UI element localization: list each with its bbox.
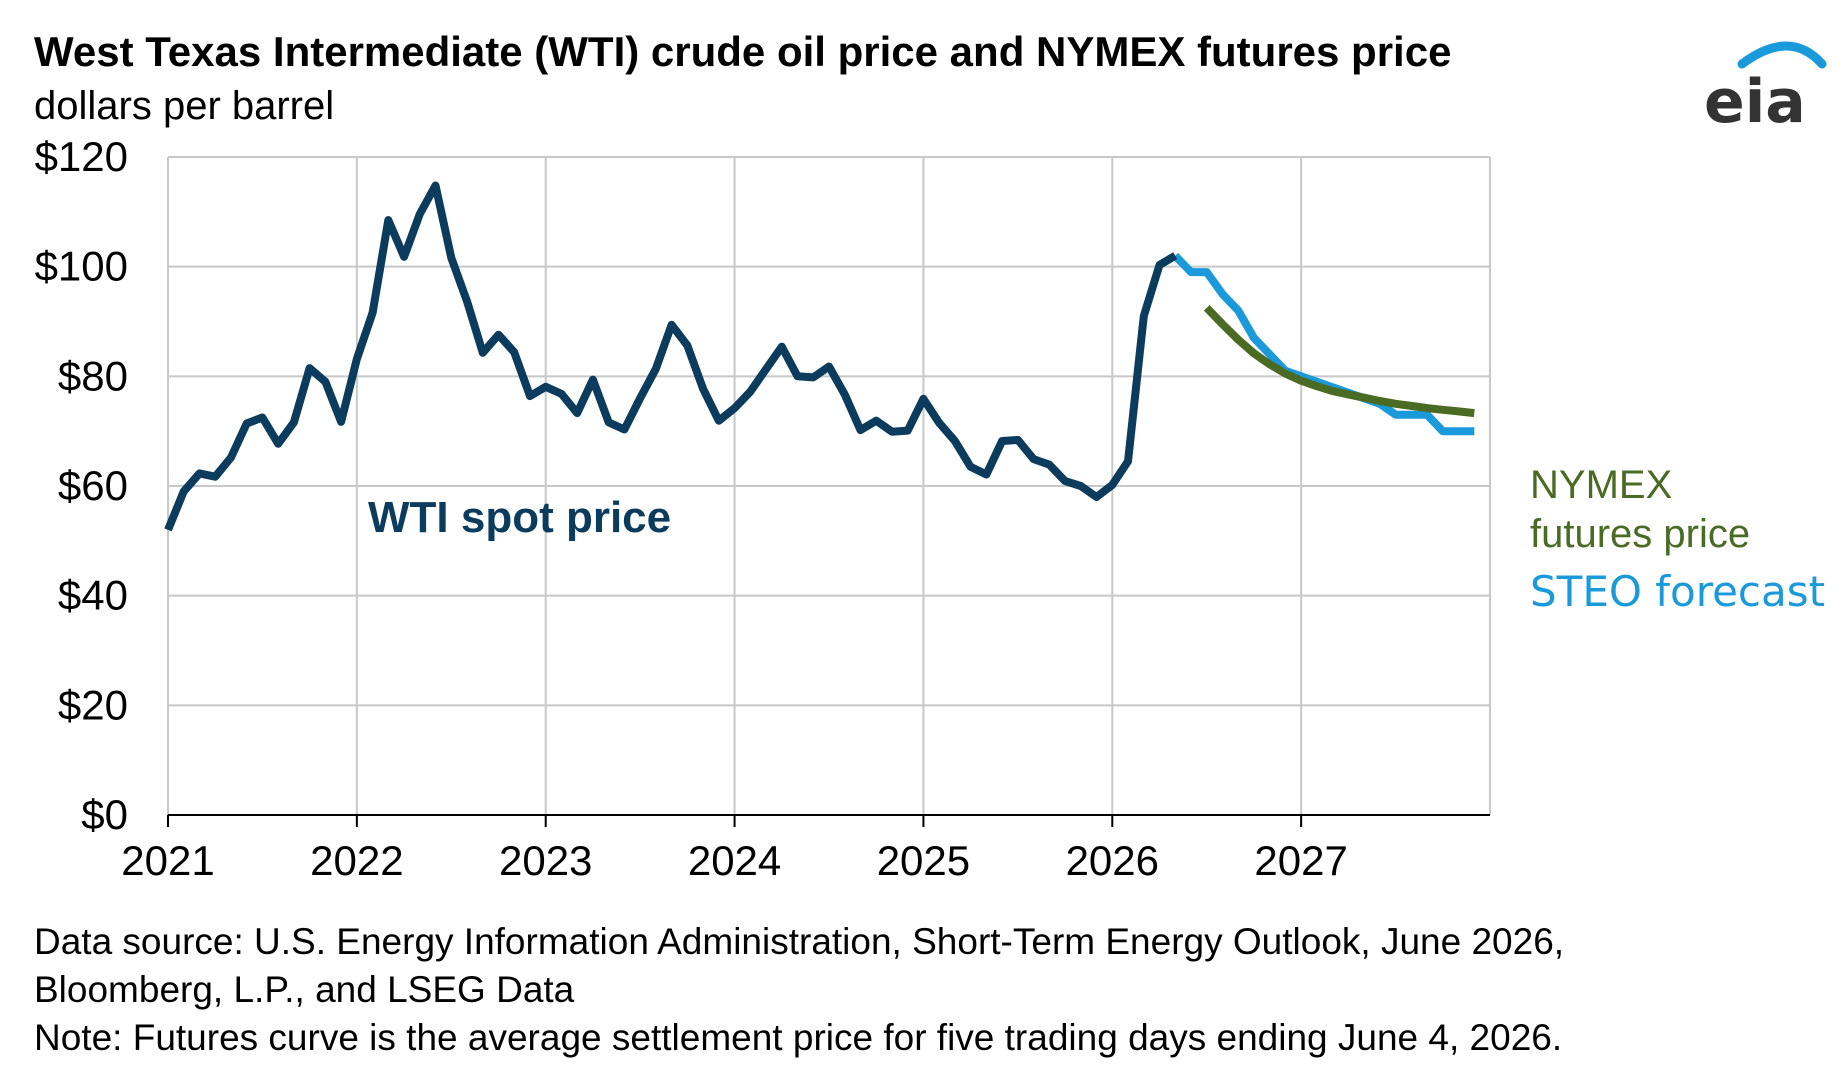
y-tick-label: $100 (35, 243, 128, 290)
x-tick-label: 2021 (121, 837, 214, 884)
y-tick-label: $80 (58, 352, 128, 399)
eia-logo-icon: eia (1704, 41, 1827, 130)
chart-subtitle: dollars per barrel (34, 84, 335, 128)
y-tick-label: $120 (35, 133, 128, 180)
y-tick-label: $0 (81, 791, 128, 838)
series (164, 181, 1475, 532)
chart-title: West Texas Intermediate (WTI) crude oil … (34, 28, 1452, 75)
source-note-line-1: Data source: U.S. Energy Information Adm… (34, 921, 1565, 962)
futures-note: Note: Futures curve is the average settl… (34, 1017, 1563, 1058)
source-note-line-2: Bloomberg, L.P., and LSEG Data (34, 969, 575, 1010)
x-tick-label: 2022 (310, 837, 403, 884)
series-line-wti-spot (164, 181, 1178, 532)
x-tick-label: 2027 (1254, 837, 1347, 884)
labels: WTI spot price NYMEX futures price STEO for… (368, 463, 1825, 616)
label-wti-spot-price: WTI spot price (368, 493, 671, 542)
chart-notes: Data source: U.S. Energy Information Adm… (34, 918, 1564, 1062)
label-nymex-line-2: futures price (1530, 512, 1750, 556)
axes: $0 $20 $40 $60 $80 $100 $120 2021 2022 2023 2024 20… (35, 133, 1490, 884)
eia-logo-text: eia (1704, 67, 1806, 130)
label-steo-forecast: STEO forecast (1530, 567, 1825, 616)
y-tick-label: $60 (58, 462, 128, 509)
x-tick-label: 2025 (877, 837, 970, 884)
y-tick-label: $20 (58, 681, 128, 728)
series-line-nymex-futures (1203, 305, 1475, 418)
label-nymex-line-1: NYMEX (1530, 463, 1672, 507)
y-tick-label: $40 (58, 572, 128, 619)
line-chart: $0 $20 $40 $60 $80 $100 $120 2021 2022 2023 2024 20… (35, 133, 1826, 884)
x-tick-label: 2024 (688, 837, 781, 884)
eia-logo-arc (1737, 41, 1827, 69)
x-tick-label: 2026 (1066, 837, 1159, 884)
grid (168, 156, 1491, 815)
x-tick-label: 2023 (499, 837, 592, 884)
